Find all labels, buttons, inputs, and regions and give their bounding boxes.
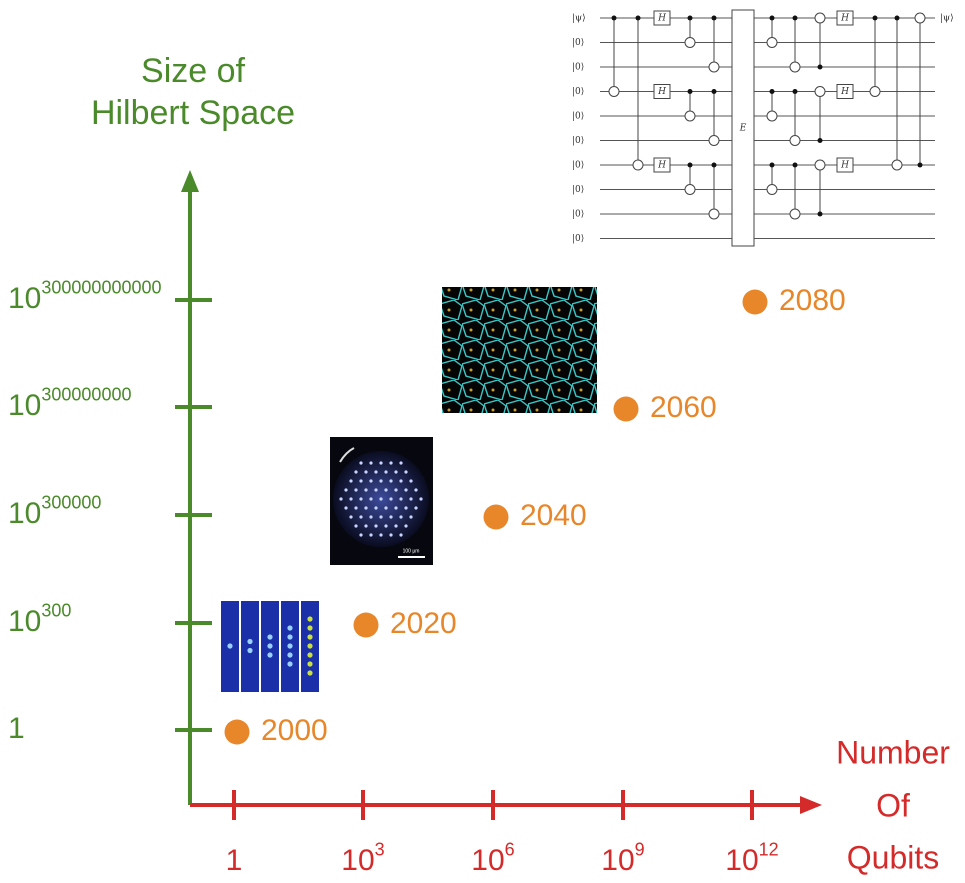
circuit-input: |0⟩	[572, 161, 584, 171]
y-title: Hilbert Space	[91, 94, 295, 132]
hadamard-gate: H	[657, 87, 666, 97]
milestone-year: 2080	[779, 284, 846, 317]
milestone-dot	[354, 613, 379, 638]
milestone-year: 2060	[650, 391, 717, 424]
circuit-input: |0⟩	[572, 63, 584, 73]
ion-chain-image	[221, 601, 319, 692]
x-title: Number	[836, 734, 950, 770]
circuit-input: |0⟩	[572, 38, 584, 48]
tick-label: 10300	[8, 600, 71, 638]
circuit-image: |ψ⟩ |0⟩ |0⟩ |0⟩ |0⟩ |0⟩ |0⟩ |0⟩ |0⟩ |0⟩ |ψ⟩ E H H H H H H	[565, 4, 954, 252]
tick-label: 103	[341, 839, 384, 877]
milestone-year: 2040	[520, 499, 587, 532]
tick-label: 1	[8, 712, 25, 745]
tick-label: 1012	[725, 839, 778, 877]
circuit-output: |ψ⟩	[940, 14, 954, 24]
y-arrow	[181, 170, 199, 192]
circuit-input: |0⟩	[572, 234, 584, 244]
trap-image: 100 µm	[330, 437, 433, 565]
y-title: Size of	[141, 52, 245, 90]
circuit-input: |0⟩	[572, 112, 584, 122]
milestone-dot	[484, 505, 509, 530]
x-arrow	[800, 796, 822, 814]
diagram: |ψ⟩ |0⟩ |0⟩ |0⟩ |0⟩ |0⟩ |0⟩ |0⟩ |0⟩ |0⟩ |ψ⟩ E H H H H H H…	[0, 0, 965, 883]
tick-label: 106	[471, 839, 514, 877]
tick-label: 1	[226, 844, 243, 877]
milestone-year: 2020	[390, 607, 457, 640]
hadamard-gate: H	[840, 161, 849, 171]
tick-label: 109	[601, 839, 644, 877]
tick-label: 10300000	[8, 492, 101, 530]
circuit-input: |ψ⟩	[572, 14, 586, 24]
hadamard-gate: H	[657, 161, 666, 171]
milestone-dot	[225, 720, 250, 745]
x-title: Of	[876, 787, 910, 823]
lattice-image	[442, 287, 597, 413]
scale-label: 100 µm	[403, 548, 420, 554]
hadamard-gate: H	[840, 87, 849, 97]
milestone-dot	[743, 290, 768, 315]
x-title: Qubits	[847, 839, 939, 875]
tick-label: 10300000000000	[8, 277, 162, 315]
milestone-dot	[614, 397, 639, 422]
milestone-year: 2000	[261, 714, 328, 747]
hadamard-gate: H	[840, 14, 849, 24]
circuit-input: |0⟩	[572, 185, 584, 195]
circuit-input: |0⟩	[572, 136, 584, 146]
circuit-input: |0⟩	[572, 210, 584, 220]
circuit-block: E	[739, 124, 747, 134]
circuit-input: |0⟩	[572, 87, 584, 97]
tick-label: 10300000000	[8, 384, 131, 422]
hadamard-gate: H	[657, 14, 666, 24]
